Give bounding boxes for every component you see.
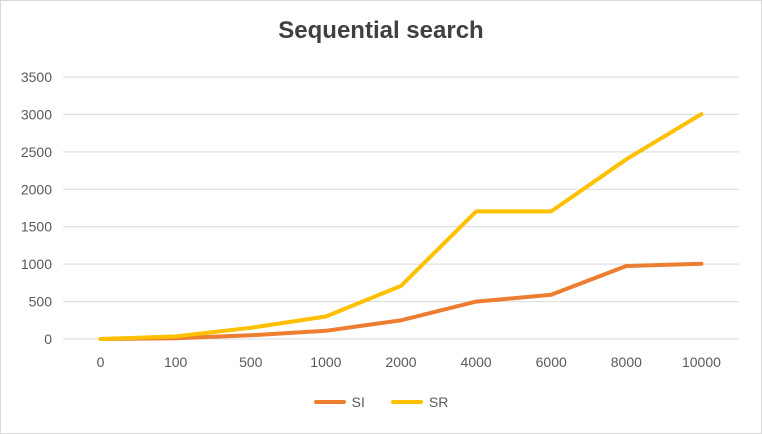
x-tick-label: 10000 xyxy=(682,354,721,370)
y-tick-label: 1500 xyxy=(21,219,52,235)
legend: SI SR xyxy=(0,394,762,410)
y-tick-label: 2500 xyxy=(21,144,52,160)
series-line-sr xyxy=(98,112,704,341)
chart-title: Sequential search xyxy=(278,17,484,44)
legend-swatch xyxy=(390,400,423,404)
x-tick-label: 6000 xyxy=(536,354,567,370)
y-tick-label: 3000 xyxy=(21,106,52,122)
y-tick-label: 500 xyxy=(29,294,53,310)
x-tick-label: 100 xyxy=(164,354,188,370)
series-line-si xyxy=(98,261,704,341)
legend-label: SR xyxy=(428,394,449,410)
x-tick-label: 1000 xyxy=(310,354,341,370)
y-tick-label: 2000 xyxy=(21,181,52,197)
x-tick-label: 4000 xyxy=(461,354,492,370)
legend-item-sr: SR xyxy=(390,394,449,410)
x-tick-label: 8000 xyxy=(611,354,642,370)
x-tick-label: 500 xyxy=(239,354,263,370)
legend-swatch xyxy=(313,400,346,404)
legend-label: SI xyxy=(351,394,365,410)
legend-item-si: SI xyxy=(313,394,365,410)
y-tick-label: 1000 xyxy=(21,256,52,272)
y-tick-label: 0 xyxy=(44,331,52,347)
x-tick-label: 0 xyxy=(97,354,105,370)
x-tick-label: 2000 xyxy=(385,354,416,370)
y-tick-label: 3500 xyxy=(21,69,52,85)
